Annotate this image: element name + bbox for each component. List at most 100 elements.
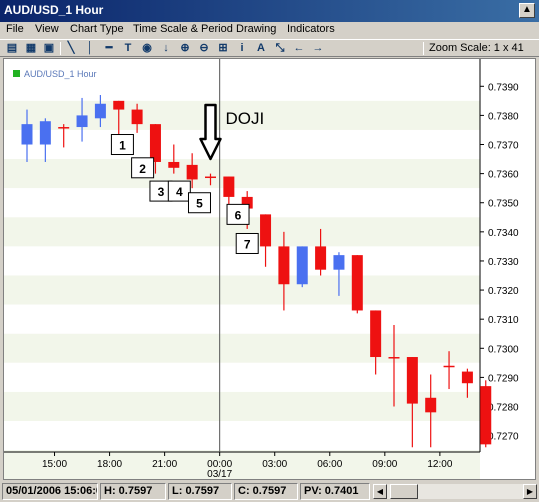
down-arrow-icon[interactable]: ↓ [163, 42, 169, 54]
zoom-scale-label: Zoom Scale: 1 x 41 [429, 42, 524, 54]
menu-chart-type[interactable]: Chart Type [70, 23, 124, 35]
scroll-thumb[interactable] [390, 484, 418, 499]
target-icon[interactable]: ◉ [142, 42, 152, 54]
printer-icon[interactable]: ▦ [25, 42, 37, 54]
zoom-out-icon[interactable]: ⊖ [199, 42, 209, 54]
candle-body [315, 246, 327, 270]
candle-body [76, 115, 88, 128]
candlestick-chart[interactable]: 0.7390 0.7380 0.7370 0.7360 0.7350 0.7340 0.73… [4, 59, 535, 479]
candle-body [131, 109, 143, 125]
scroll-track[interactable] [387, 484, 523, 499]
y-tick-label: 0.7300 [488, 344, 519, 355]
ruler-icon[interactable]: ⤡ [275, 42, 285, 54]
candle-body [21, 124, 33, 145]
candle-body [461, 371, 473, 384]
y-tick-label: 0.7340 [488, 228, 519, 239]
x-tick-label: 06:00 [317, 459, 342, 470]
y-tick-label: 0.7380 [488, 111, 519, 122]
line-icon[interactable]: ╲ [67, 42, 75, 54]
print-icon[interactable]: ▤ [6, 42, 18, 54]
menu-indicators[interactable]: Indicators [287, 23, 335, 35]
y-tick-label: 0.7370 [488, 141, 519, 152]
x-tick-label: 18:00 [97, 459, 122, 470]
x-tick-label: 12:00 [427, 459, 452, 470]
candle-body [205, 176, 216, 179]
scroll-left-button[interactable]: ◀ [373, 484, 387, 499]
toolbar: ▤ ▦ ▣ ╲ │ ━ T ◉ ↓ ⊕ ⊖ ⊞ i A ⤡ ← → Zoom S… [0, 39, 539, 57]
legend-label: AUD/USD_1 Hour [24, 69, 97, 79]
candle-body [443, 365, 455, 368]
status-high: H: 0.7597 [100, 483, 166, 500]
y-tick-label: 0.7310 [488, 315, 519, 326]
y-tick-label: 0.7320 [488, 286, 519, 297]
status-bar: 05/01/2006 15:06:00 H: 0.7597 L: 0.7597 … [0, 481, 539, 502]
candle-body [241, 196, 253, 209]
x-tick-label: 15:00 [42, 459, 67, 470]
scroll-right-button[interactable]: ▶ [523, 484, 537, 499]
candle-number-label: 3 [158, 185, 165, 199]
x-tick-label: 03:00 [262, 459, 287, 470]
font-icon[interactable]: A [257, 42, 265, 54]
grid-band [4, 71, 480, 101]
candle-body [149, 124, 161, 162]
left-arrow-icon[interactable]: ← [293, 42, 305, 54]
right-arrow-icon[interactable]: → [312, 42, 324, 54]
window-control-button[interactable]: ▲ [519, 3, 535, 18]
x-tick-label: 09:00 [372, 459, 397, 470]
vertical-line-icon[interactable]: │ [86, 42, 94, 54]
candle-number-label: 5 [196, 197, 203, 211]
status-low: L: 0.7597 [168, 483, 232, 500]
grid-band [4, 391, 480, 422]
candle-body [260, 214, 272, 247]
candle-number-box [110, 134, 134, 156]
grid-band [4, 304, 480, 334]
candle-number-box [235, 232, 259, 254]
chart-panel[interactable]: 0.7390 0.7380 0.7370 0.7360 0.7350 0.7340 0.73… [3, 58, 536, 480]
grid-band [4, 421, 480, 451]
y-tick-label: 0.7290 [488, 373, 519, 384]
y-tick-label: 0.7280 [488, 403, 519, 414]
candle-body [113, 100, 125, 110]
info-icon[interactable]: i [240, 42, 244, 54]
candle-number-label: 6 [235, 208, 242, 222]
candle-body [168, 161, 180, 168]
candle-body [223, 176, 235, 197]
grid-band [4, 333, 480, 363]
menu-bar: File View Chart Type Time Scale & Period… [0, 22, 539, 39]
grid-band [4, 159, 480, 189]
y-tick-label: 0.7360 [488, 170, 519, 181]
candle-body [425, 397, 437, 413]
menu-file[interactable]: File [6, 23, 24, 35]
status-datetime: 05/01/2006 15:06:00 [2, 483, 98, 500]
candle-number-label: 4 [176, 185, 183, 199]
candle-number-box [226, 203, 250, 225]
x-tick-label: 00:00 [207, 459, 232, 470]
grid-band [4, 275, 480, 305]
candle-number-label: 2 [139, 162, 146, 176]
candle-number-box [187, 192, 211, 214]
candle-body [480, 386, 492, 445]
x-tick-sublabel: 03/17 [207, 469, 232, 479]
candle-body [388, 357, 400, 359]
window-icon[interactable]: ▣ [43, 42, 55, 54]
candle-body [406, 357, 418, 404]
zoom-in-icon[interactable]: ⊕ [180, 42, 190, 54]
doji-arrow-icon [199, 103, 222, 161]
grid-band [4, 362, 480, 392]
window-title: AUD/USD_1 Hour [4, 3, 104, 17]
toolbar-separator [60, 42, 61, 55]
candle-body [333, 255, 345, 270]
horizontal-line-icon[interactable]: ━ [105, 42, 113, 54]
y-tick-label: 0.7350 [488, 199, 519, 210]
candle-number-box [131, 157, 155, 179]
legend-swatch [13, 70, 20, 77]
status-close: C: 0.7597 [234, 483, 298, 500]
status-pv: PV: 0.7401 [300, 483, 370, 500]
x-tick-label: 21:00 [152, 459, 177, 470]
menu-time-scale-period[interactable]: Time Scale & Period [133, 23, 233, 35]
text-icon[interactable]: T [124, 42, 132, 54]
grid-band [4, 450, 480, 479]
menu-drawing[interactable]: Drawing [236, 23, 277, 35]
menu-view[interactable]: View [35, 23, 59, 35]
grid-icon[interactable]: ⊞ [218, 42, 228, 54]
